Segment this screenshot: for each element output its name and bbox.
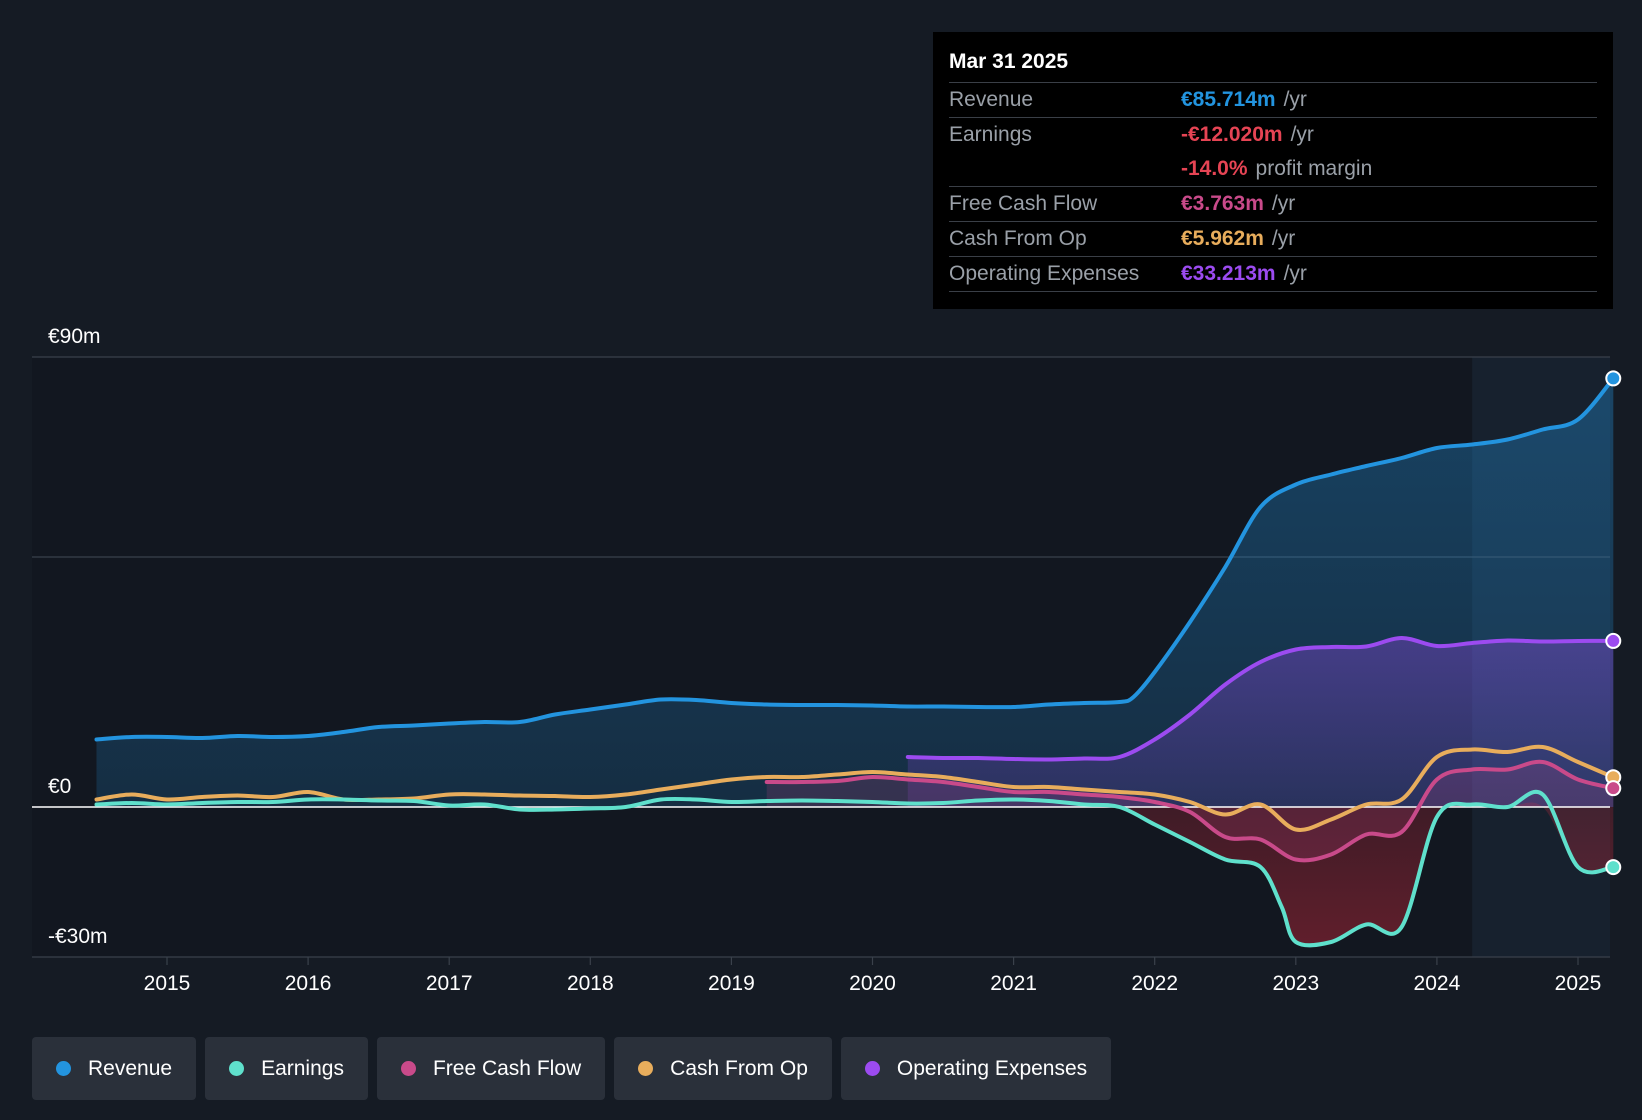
legend-dot-icon (864, 1061, 880, 1076)
legend-item-earnings[interactable]: Earnings (205, 1037, 368, 1100)
tooltip-value: €5.962m (1181, 227, 1264, 250)
revenue-line (94, 376, 1616, 742)
y-tick-label: -€30m (48, 925, 108, 948)
tooltip-row-free-cash-flow: Free Cash Flow €3.763m /yr (949, 187, 1597, 222)
tooltip-date: Mar 31 2025 (949, 46, 1597, 83)
legend-label: Cash From Op (670, 1056, 808, 1080)
tooltip-unit: /yr (1283, 88, 1307, 111)
operating-expenses-line (905, 635, 1616, 762)
tooltip-row-earnings: Earnings -€12.020m /yr (949, 117, 1597, 152)
tooltip-label (949, 152, 1181, 186)
legend-label: Earnings (261, 1056, 344, 1080)
legend-dot-icon (400, 1061, 416, 1076)
tooltip-unit: /yr (1271, 227, 1296, 250)
free-cash-flow-end-point (1605, 780, 1622, 797)
tooltip-value: €33.213m (1181, 262, 1276, 285)
tooltip-value: -€12.020m (1181, 123, 1283, 146)
x-tick-label: 2016 (285, 972, 332, 995)
x-tick-label: 2015 (144, 972, 191, 995)
y-tick-label: €0 (48, 775, 71, 798)
tooltip-row-operating-expenses: Operating Expenses €33.213m /yr (949, 257, 1597, 292)
tooltip-label: Free Cash Flow (949, 192, 1098, 215)
legend: Revenue Earnings Free Cash Flow Cash Fro… (32, 1037, 1112, 1100)
legend-label: Free Cash Flow (432, 1056, 582, 1080)
tooltip-unit: profit margin (1255, 157, 1373, 180)
legend-item-revenue[interactable]: Revenue (32, 1037, 197, 1100)
legend-dot-icon (56, 1061, 71, 1076)
tooltip-value: -14.0% (1181, 157, 1248, 180)
legend-label: Revenue (88, 1056, 173, 1080)
tooltip-value: €85.714m (1181, 88, 1276, 111)
legend-dot-icon (229, 1061, 245, 1076)
x-tick-label: 2017 (426, 972, 473, 995)
legend-item-operating-expenses[interactable]: Operating Expenses (840, 1037, 1112, 1100)
legend-item-free-cash-flow[interactable]: Free Cash Flow (376, 1037, 606, 1100)
tooltip-row-revenue: Revenue €85.714m /yr (949, 83, 1597, 117)
earnings-line (94, 789, 1616, 948)
x-tick-label: 2020 (849, 972, 896, 995)
tooltip-label: Operating Expenses (949, 262, 1140, 285)
tooltip-unit: /yr (1290, 123, 1314, 146)
tooltip-label: Revenue (949, 88, 1034, 111)
tooltip-label: Earnings (949, 123, 1032, 146)
free-cash-flow-line (764, 759, 1616, 863)
x-tick-label: 2024 (1414, 972, 1461, 995)
x-tick-label: 2025 (1555, 972, 1602, 995)
legend-dot-icon (638, 1061, 654, 1076)
legend-item-cash-from-op[interactable]: Cash From Op (614, 1037, 832, 1100)
legend-label: Operating Expenses (896, 1056, 1088, 1080)
x-tick-label: 2023 (1272, 972, 1319, 995)
x-tick-label: 2019 (708, 972, 755, 995)
operating-expenses-area (907, 637, 1614, 807)
tooltip-unit: /yr (1283, 262, 1307, 285)
tooltip-unit: /yr (1271, 192, 1296, 215)
operating-expenses-end-point (1605, 632, 1622, 649)
y-tick-label: €90m (48, 325, 101, 348)
x-tick-label: 2018 (567, 972, 614, 995)
tooltip-row-cash-from-op: Cash From Op €5.962m /yr (949, 222, 1597, 257)
revenue-end-point (1605, 370, 1622, 387)
tooltip-panel: Mar 31 2025 Revenue €85.714m /yr Earning… (933, 32, 1613, 309)
earnings-end-point (1605, 859, 1622, 876)
tooltip-label: Cash From Op (949, 227, 1087, 250)
tooltip-row-profit-margin: -14.0% profit margin (949, 152, 1597, 187)
tooltip-value: €3.763m (1181, 192, 1264, 215)
x-tick-label: 2022 (1131, 972, 1178, 995)
x-tick-label: 2021 (990, 972, 1037, 995)
